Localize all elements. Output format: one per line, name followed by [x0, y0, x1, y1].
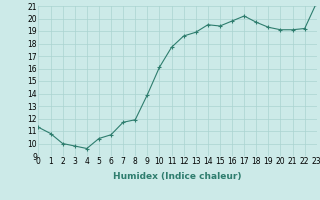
X-axis label: Humidex (Indice chaleur): Humidex (Indice chaleur) — [113, 172, 242, 181]
